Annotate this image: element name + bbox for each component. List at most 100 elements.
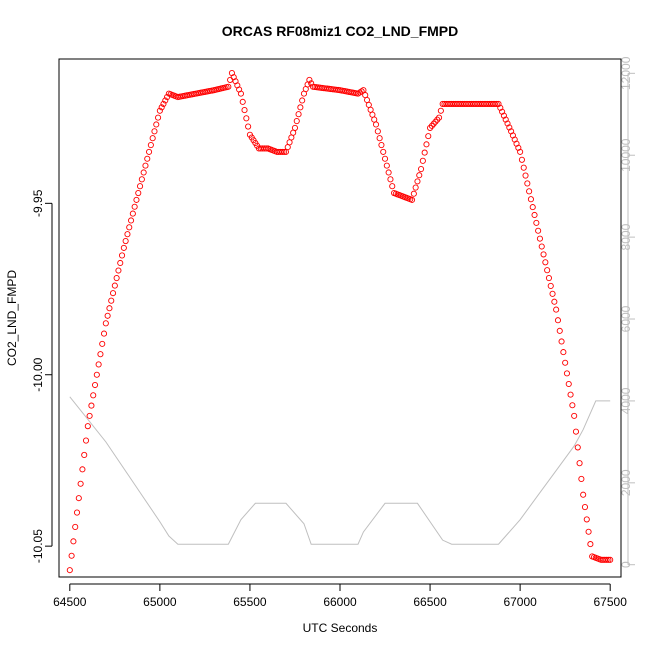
left-axis: -10.05 -10.00 -9.95 — [31, 189, 53, 563]
data-point — [387, 176, 394, 183]
data-point — [225, 83, 232, 90]
data-point — [374, 128, 381, 135]
data-point — [607, 556, 614, 563]
x-tick-label: 66000 — [323, 595, 357, 609]
data-point — [156, 107, 163, 114]
x-tick-label: 66500 — [413, 595, 447, 609]
data-point — [127, 217, 135, 224]
data-point — [86, 412, 93, 419]
data-point — [389, 183, 396, 190]
data-point — [95, 361, 102, 368]
data-point — [367, 106, 374, 113]
data-point — [419, 157, 426, 164]
x-tick-label: 65500 — [233, 595, 267, 609]
data-point — [408, 196, 416, 203]
data-point — [603, 556, 610, 563]
data-point — [587, 541, 594, 548]
data-point — [605, 556, 612, 563]
data-point — [562, 359, 569, 366]
data-point — [571, 412, 578, 419]
data-point — [553, 306, 560, 313]
data-point — [518, 156, 525, 163]
data-point — [436, 114, 443, 121]
data-point — [126, 224, 133, 231]
data-point — [120, 244, 127, 251]
data-point — [369, 111, 376, 118]
data-point — [66, 567, 73, 574]
y2-tick-label: 12000 — [619, 56, 633, 90]
data-point — [578, 475, 585, 483]
data-point — [106, 305, 113, 312]
data-point — [558, 338, 565, 345]
data-point — [540, 251, 547, 258]
data-point — [416, 172, 423, 179]
data-point — [73, 509, 81, 516]
data-point — [113, 275, 120, 282]
data-point — [138, 176, 145, 183]
data-point — [81, 451, 88, 459]
data-point — [363, 96, 371, 104]
data-point — [295, 111, 302, 118]
data-point — [70, 538, 77, 545]
data-point — [527, 196, 534, 203]
x-tick-label: 65000 — [143, 595, 177, 609]
data-point — [146, 148, 153, 155]
data-point — [583, 516, 590, 523]
data-point — [77, 480, 84, 487]
data-point — [556, 327, 563, 334]
y2-tick-label: 10000 — [619, 138, 633, 172]
y2-tick-label: 0 — [619, 561, 633, 568]
data-point — [72, 523, 79, 531]
data-point — [536, 235, 543, 242]
x-tick-label: 64500 — [53, 595, 87, 609]
data-point — [135, 189, 142, 197]
data-point — [531, 211, 538, 219]
data-point — [538, 243, 545, 250]
data-point — [580, 491, 587, 498]
data-point — [581, 504, 589, 511]
data-point — [565, 380, 572, 388]
data-point — [585, 528, 592, 535]
data-point — [383, 162, 390, 169]
data-point — [245, 123, 252, 130]
data-point — [91, 381, 99, 389]
data-point — [430, 120, 437, 127]
data-point — [529, 204, 536, 211]
plot-frame — [58, 58, 622, 578]
data-point — [418, 165, 425, 173]
data-point — [88, 402, 95, 409]
data-point — [279, 148, 286, 155]
data-point — [380, 148, 387, 155]
data-point — [102, 320, 109, 327]
data-point — [506, 124, 513, 131]
data-point — [93, 371, 100, 378]
data-point — [158, 104, 165, 111]
data-point — [497, 104, 504, 111]
data-point — [142, 162, 149, 169]
data-point — [151, 128, 158, 135]
data-point — [149, 135, 156, 142]
x-axis-title: UTC Seconds — [303, 621, 378, 635]
data-point — [567, 391, 574, 398]
data-point — [549, 290, 556, 297]
data-point — [100, 330, 108, 337]
bottom-axis: 64500 65000 65500 66000 66500 67000 67500 — [53, 583, 628, 609]
data-point — [118, 252, 126, 259]
y2-tick-label: 2000 — [619, 469, 633, 496]
y-tick-label: -10.05 — [31, 529, 45, 563]
data-point — [560, 349, 567, 356]
data-point — [117, 259, 124, 267]
data-point — [499, 108, 506, 115]
data-point — [153, 121, 160, 128]
data-point — [108, 297, 115, 304]
data-point — [79, 466, 86, 473]
data-point — [569, 402, 576, 409]
data-point — [109, 290, 117, 297]
data-point — [423, 141, 430, 148]
data-point — [155, 114, 162, 121]
data-point — [385, 169, 392, 176]
data-point — [544, 267, 551, 274]
y-tick-label: -9.95 — [31, 189, 45, 217]
x-tick-label: 67500 — [594, 595, 628, 609]
